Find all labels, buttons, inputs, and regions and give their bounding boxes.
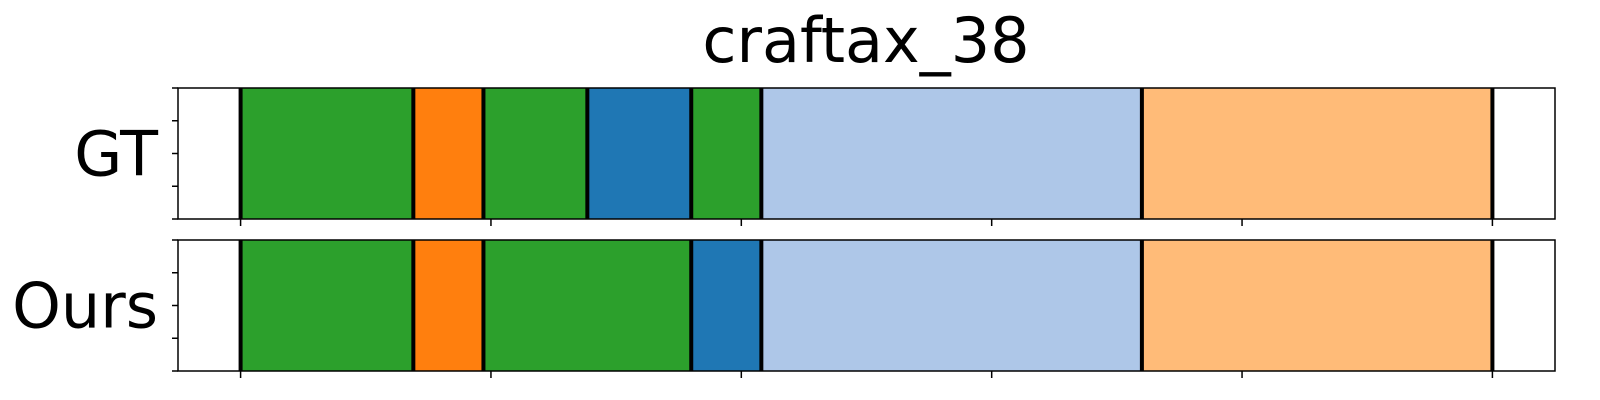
- segment-gt-1: [413, 88, 484, 219]
- row-gt: GT: [74, 87, 1556, 226]
- row-label-gt: GT: [74, 118, 159, 191]
- segment-gt-3: [587, 88, 692, 219]
- segment-ours-4: [761, 240, 1142, 371]
- segment-gt-2: [483, 88, 588, 219]
- segment-ours-0: [240, 240, 414, 371]
- segment-ours-1: [413, 240, 484, 371]
- segment-gt-4: [691, 88, 762, 219]
- row-ours: Ours: [12, 239, 1556, 378]
- rows-layer: GT Ours: [12, 87, 1556, 378]
- chart-title: craftax_38: [702, 4, 1029, 77]
- segment-gt-5: [761, 88, 1142, 219]
- row-label-ours: Ours: [12, 270, 158, 343]
- segment-ours-3: [691, 240, 762, 371]
- segment-gt-0: [240, 88, 414, 219]
- segment-ours-5: [1141, 240, 1493, 371]
- segment-ours-2: [483, 240, 692, 371]
- segment-gt-6: [1141, 88, 1493, 219]
